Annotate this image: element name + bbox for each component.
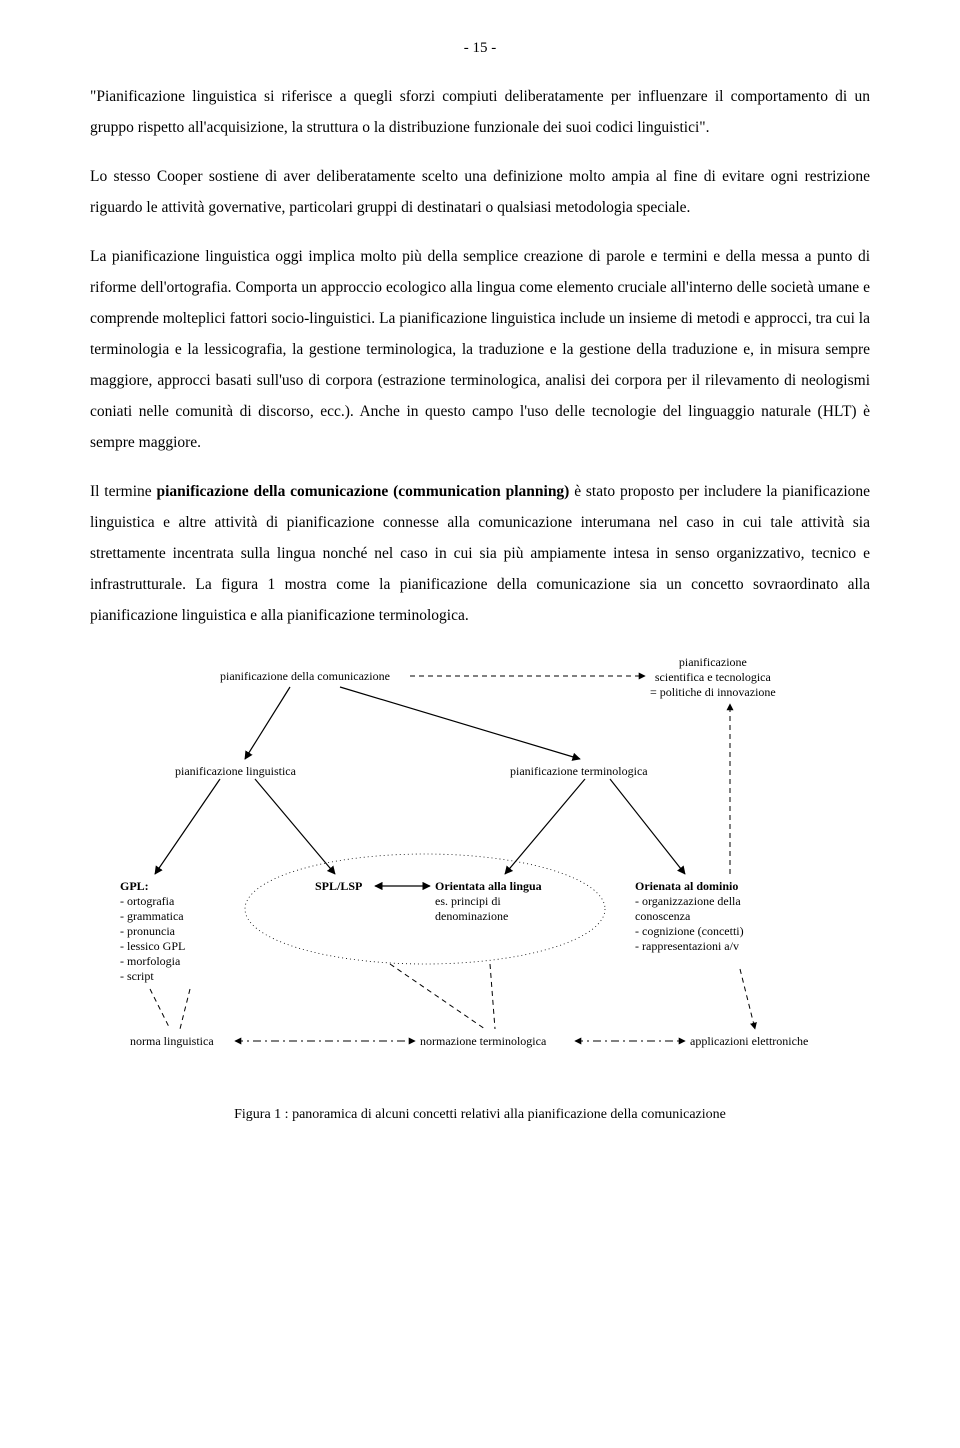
p4-part-c: è stato proposto per includere la pianif… <box>90 483 870 624</box>
node-norma-linguistica: norma linguistica <box>130 1034 214 1049</box>
paragraph-1: "Pianificazione linguistica si riferisce… <box>90 81 870 143</box>
paragraph-3: La pianificazione linguistica oggi impli… <box>90 241 870 458</box>
paragraph-2: Lo stesso Cooper sostiene di aver delibe… <box>90 161 870 223</box>
figure-caption: Figura 1 : panoramica di alcuni concetti… <box>90 1107 870 1123</box>
p3-part-b: . Comporta un approccio ecologico alla l… <box>90 279 870 451</box>
node-pian-comunicazione: pianificazione della comunicazione <box>220 669 390 684</box>
node-orientata-lingua: Orientata alla lingua es. principi di de… <box>435 879 542 924</box>
node-spl-lsp: SPL/LSP <box>315 879 362 894</box>
node-pian-linguistica: pianificazione linguistica <box>175 764 296 779</box>
node-pian-terminologica: pianificazione terminologica <box>510 764 648 779</box>
node-orientata-lingua-title: Orientata alla lingua <box>435 879 542 893</box>
p4-bold: pianificazione della comunicazione (comm… <box>156 483 569 500</box>
node-gpl-title: GPL: <box>120 879 149 893</box>
diagram-svg <box>90 649 870 1099</box>
node-normazione-terminologica: normazione terminologica <box>420 1034 546 1049</box>
node-orientata-dominio: Orienata al dominio - organizzazione del… <box>635 879 744 954</box>
diagram-container: pianificazione della comunicazione piani… <box>90 649 870 1099</box>
page-number: - 15 - <box>90 40 870 57</box>
node-pian-scientifica: pianificazione scientifica e tecnologica… <box>650 655 776 700</box>
node-orientata-dominio-title: Orienata al dominio <box>635 879 738 893</box>
node-gpl: GPL: - ortografia - grammatica - pronunc… <box>120 879 185 984</box>
paragraph-4: Il termine pianificazione della comunica… <box>90 476 870 631</box>
node-applicazioni-elettroniche: applicazioni elettroniche <box>690 1034 808 1049</box>
p4-part-a: Il termine <box>90 483 156 500</box>
page: - 15 - "Pianificazione linguistica si ri… <box>0 0 960 1163</box>
